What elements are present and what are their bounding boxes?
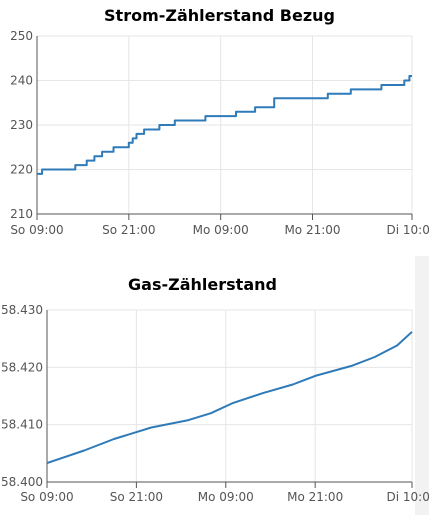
gas-chart: 58.400 58.410 58.420 58.430 So 09:00 So 21:00…: [1, 303, 429, 504]
x-tick-label: Mo 09:00: [198, 490, 254, 504]
x-tick-label: So 21:00: [102, 223, 155, 237]
y-tick-label: 220: [10, 163, 33, 177]
panel-divider: [415, 256, 429, 515]
y-tick-label: 210: [10, 207, 33, 221]
y-tick-label: 230: [10, 118, 33, 132]
y-tick-label: 240: [10, 74, 33, 88]
chart-title-gas: Gas-Zählerstand: [128, 275, 277, 294]
x-tick-label: Mo 09:00: [193, 223, 249, 237]
y-tick-label: 250: [10, 29, 33, 43]
y-tick-label: 58.400: [1, 475, 43, 489]
series-line-0: [37, 75, 412, 175]
chart-title-strom: Strom-Zählerstand Bezug: [104, 6, 335, 25]
x-tick-label: Mo 21:00: [287, 490, 343, 504]
x-tick-label: Di 10:00: [387, 490, 429, 504]
x-tick-label: Di 10:00: [387, 223, 429, 237]
x-tick-label: So 21:00: [110, 490, 163, 504]
x-tick-label: So 09:00: [20, 490, 73, 504]
x-tick-label: Mo 21:00: [284, 223, 340, 237]
y-tick-label: 58.420: [1, 360, 43, 374]
series-line-0: [46, 331, 413, 465]
strom-chart: 210 220 230 240 250 So 09:00 So 21:00 Mo 09:00 M…: [10, 29, 429, 237]
y-tick-label: 58.430: [1, 303, 43, 317]
x-tick-label: So 09:00: [10, 223, 63, 237]
y-tick-label: 58.410: [1, 418, 43, 432]
